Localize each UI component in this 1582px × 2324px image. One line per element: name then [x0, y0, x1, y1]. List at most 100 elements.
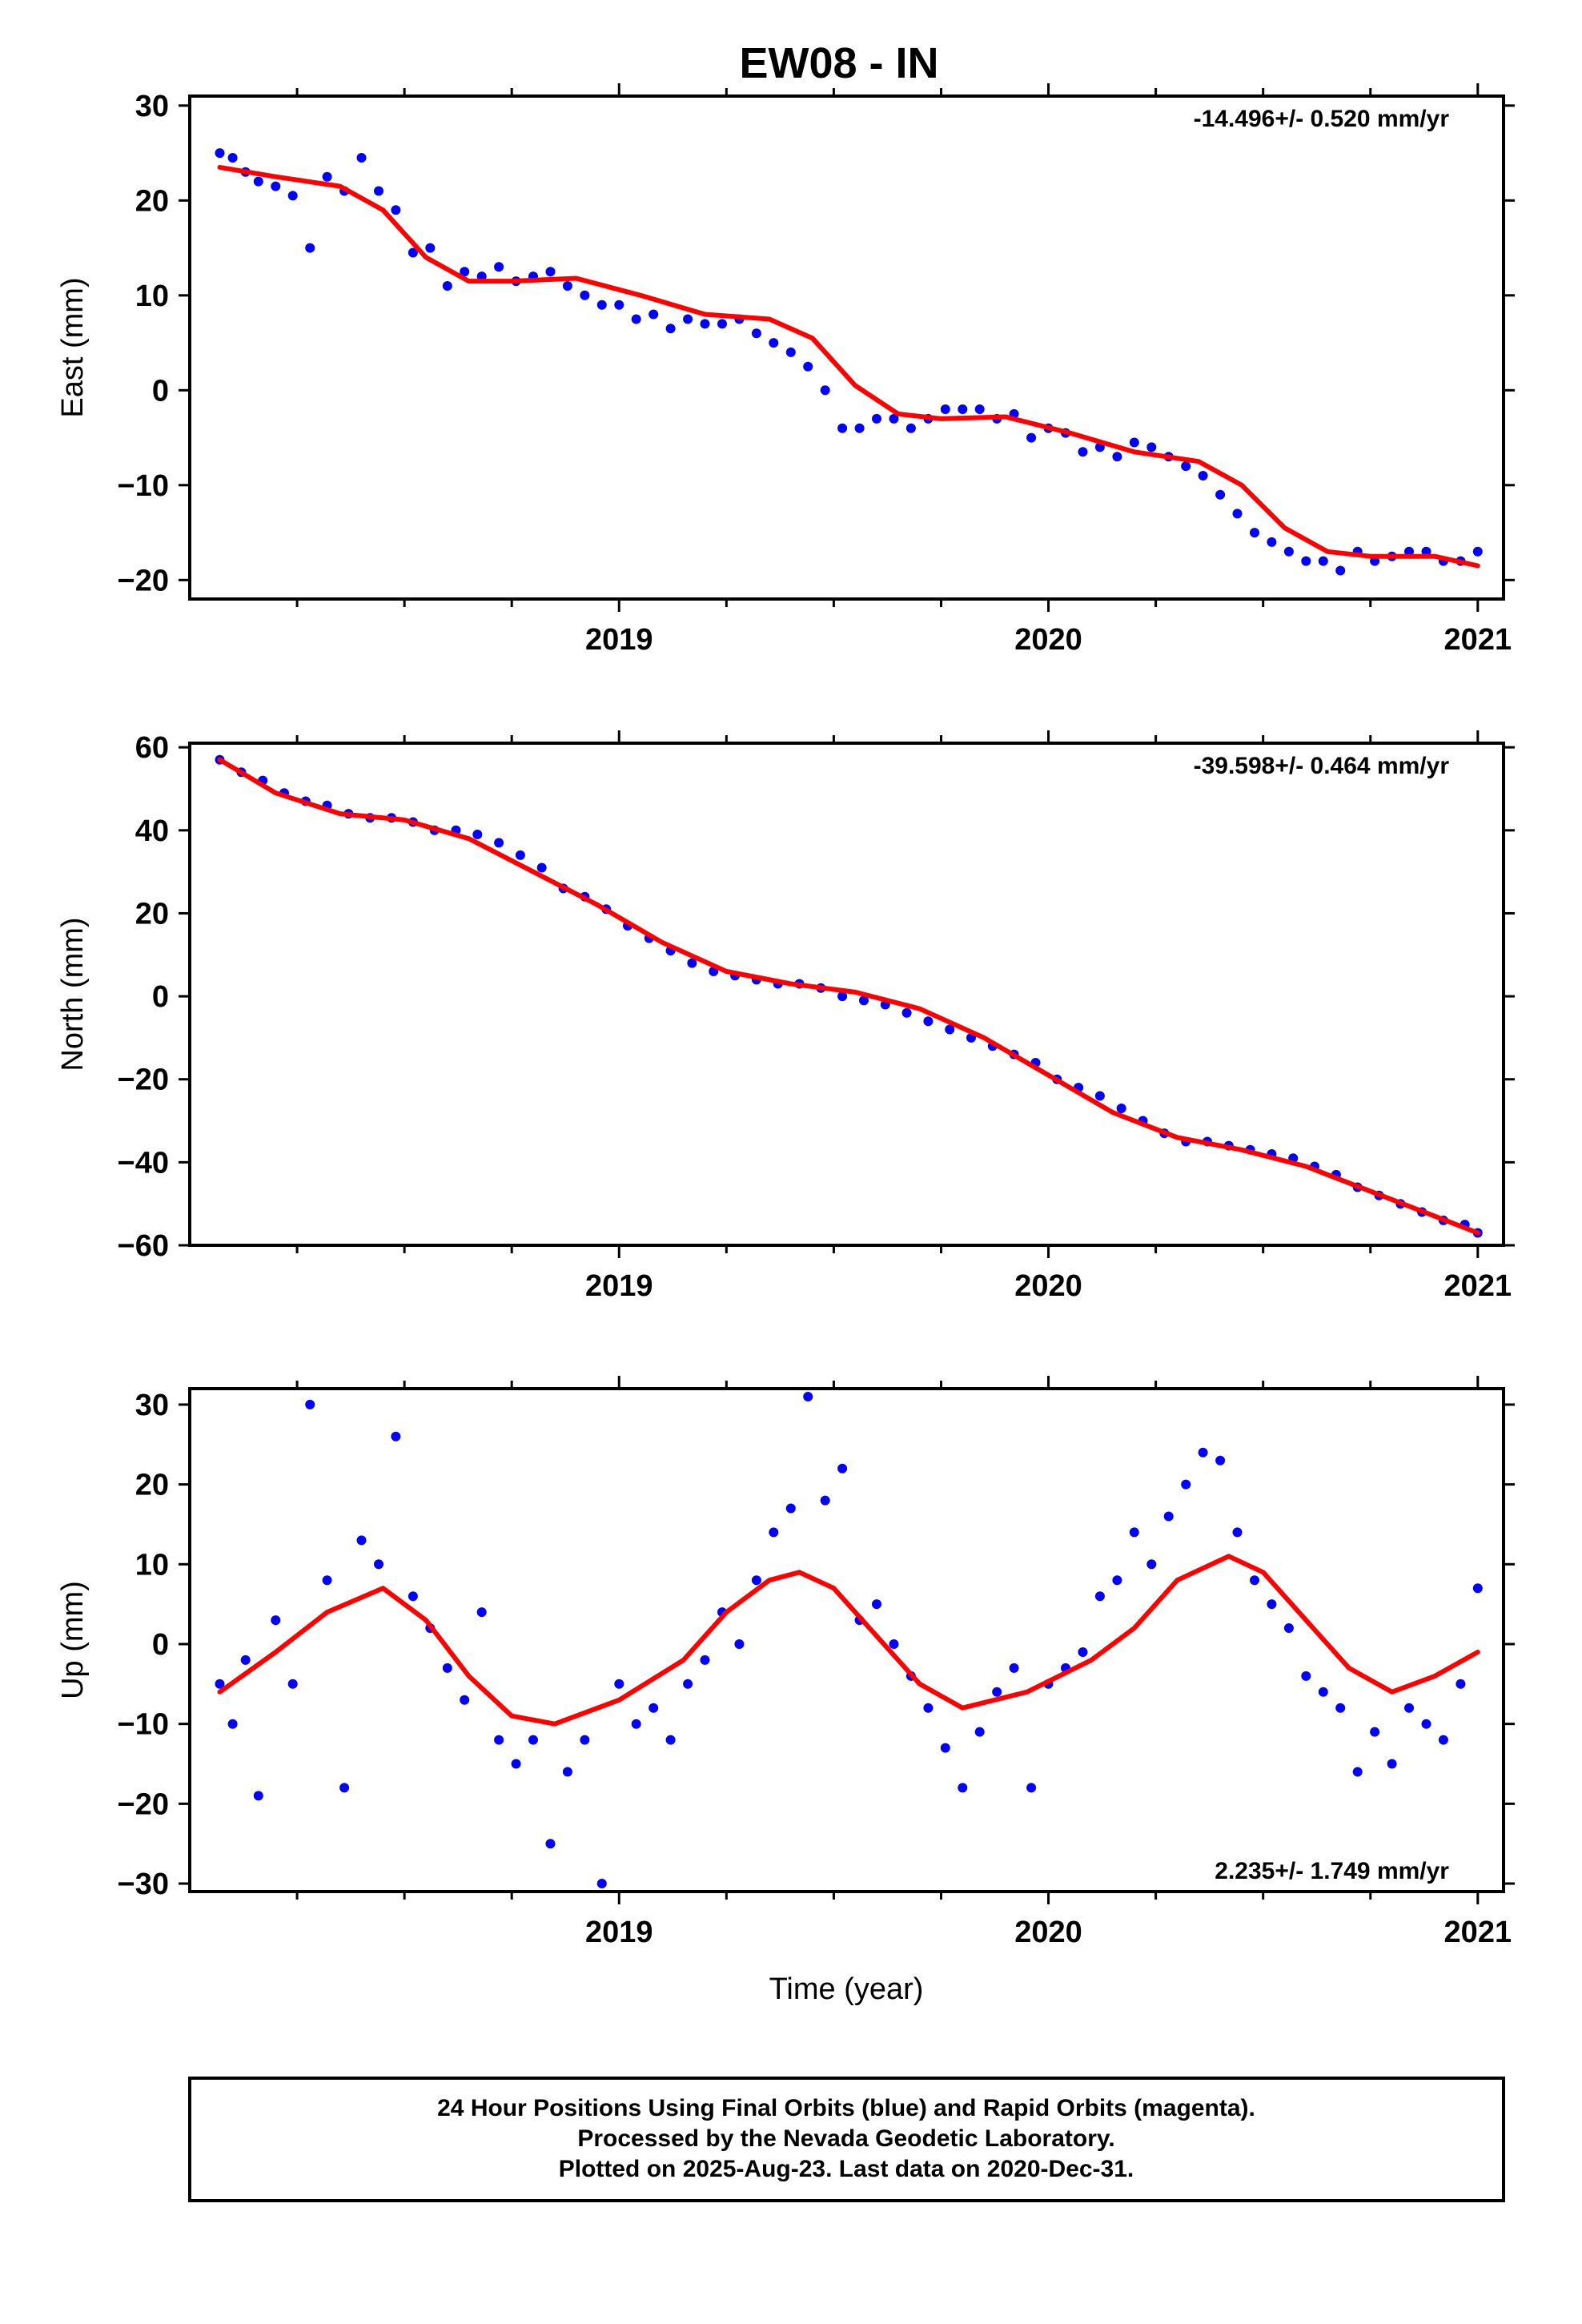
east-point	[1181, 461, 1191, 472]
up-point	[356, 1535, 367, 1546]
up-point	[322, 1575, 332, 1586]
east-point	[1198, 471, 1208, 480]
up-point	[1181, 1479, 1191, 1490]
up-point	[648, 1703, 659, 1713]
north-point	[901, 1007, 912, 1018]
up-point	[1198, 1447, 1208, 1458]
up-point	[1335, 1703, 1346, 1713]
north-point	[945, 1024, 955, 1035]
up-frame	[188, 1387, 1505, 1893]
up-point	[1301, 1671, 1311, 1681]
east-xtick-label: 2019	[585, 623, 653, 657]
up-point	[596, 1879, 607, 1888]
east-point	[287, 191, 298, 201]
up-ytick-label: −20	[118, 1787, 169, 1821]
east-point	[974, 404, 985, 414]
east-point	[889, 413, 899, 424]
east-point	[1301, 556, 1311, 566]
up-rate-text: 2.235+/- 1.749 mm/yr	[1215, 1858, 1449, 1884]
up-point	[271, 1615, 281, 1626]
up-point	[511, 1759, 521, 1769]
panel-east: −20 −10 0 10 20 30 2019 2020 2021 East (mm) -14.49…	[56, 83, 1515, 657]
east-xtick-label: 2021	[1444, 623, 1512, 657]
east-ytick-label: 20	[135, 184, 169, 218]
up-xtick-label: 2020	[1014, 1916, 1082, 1949]
east-point	[215, 148, 225, 159]
up-point	[1026, 1783, 1037, 1793]
x-axis-label: Time (year)	[769, 1972, 924, 2006]
up-point	[580, 1735, 590, 1745]
footer-box: 24 Hour Positions Using Final Orbits (bl…	[188, 2077, 1505, 2202]
up-point	[1163, 1511, 1174, 1522]
north-point	[515, 850, 525, 860]
up-point	[803, 1392, 813, 1401]
north-point	[536, 862, 547, 873]
up-point	[374, 1559, 383, 1570]
up-point	[1250, 1575, 1259, 1586]
up-fit-line	[217, 1554, 1480, 1727]
up-point	[1472, 1583, 1483, 1594]
east-data	[215, 148, 1483, 576]
north-ytick-label: 20	[135, 897, 169, 931]
east-ytick-label: −10	[118, 469, 169, 503]
east-point	[820, 385, 830, 396]
up-point	[958, 1783, 968, 1793]
up-point	[1456, 1679, 1466, 1689]
footer-line-2: Processed by the Nevada Geodetic Laborat…	[577, 2125, 1114, 2152]
east-point	[1472, 546, 1483, 557]
north-point	[494, 838, 504, 848]
east-point	[374, 186, 383, 196]
up-point	[631, 1719, 641, 1729]
north-point	[837, 991, 848, 1002]
east-point	[322, 171, 332, 182]
up-point	[476, 1607, 487, 1618]
east-point	[785, 347, 796, 357]
up-point	[494, 1735, 504, 1745]
up-point	[992, 1687, 1002, 1697]
up-point	[215, 1679, 225, 1689]
up-point	[391, 1431, 401, 1441]
up-point	[562, 1767, 572, 1777]
up-point	[1267, 1599, 1277, 1610]
up-point	[305, 1399, 315, 1409]
east-point	[227, 153, 238, 163]
north-data	[215, 754, 1483, 1238]
up-point	[1129, 1527, 1139, 1538]
up-point	[1094, 1591, 1105, 1602]
up-ytick-label: 30	[135, 1389, 169, 1422]
up-point	[1438, 1735, 1448, 1745]
north-point	[687, 958, 697, 968]
up-point	[940, 1743, 950, 1753]
footer-line-3: Plotted on 2025-Aug-23. Last data on 202…	[559, 2156, 1134, 2182]
panel-up: −30 −20 −10 0 10 20 30 2019 2020 2021 Up (mm) 2.235…	[56, 1376, 1515, 1949]
chart-title: EW08 - IN	[739, 39, 938, 87]
east-point	[1215, 489, 1226, 500]
east-point	[356, 153, 367, 163]
east-point	[408, 247, 418, 258]
east-point	[580, 290, 590, 300]
up-point	[545, 1839, 556, 1849]
east-point	[442, 281, 452, 291]
up-point	[923, 1703, 934, 1713]
east-point	[1026, 432, 1037, 443]
up-ytick-label: −30	[118, 1868, 169, 1901]
up-point	[1404, 1703, 1414, 1713]
up-point	[1318, 1687, 1328, 1697]
up-point	[442, 1663, 452, 1673]
east-point	[614, 300, 624, 310]
east-point	[596, 300, 607, 310]
up-data	[215, 1392, 1483, 1888]
up-ytick-label: 0	[152, 1628, 169, 1662]
east-point	[1129, 437, 1139, 448]
east-point	[631, 314, 641, 324]
up-ytick-label: 20	[135, 1469, 169, 1502]
up-ytick-label: −10	[118, 1708, 169, 1742]
north-xtick-label: 2021	[1444, 1269, 1512, 1303]
north-ytick-label: 0	[152, 980, 169, 1014]
east-point	[271, 181, 281, 191]
east-ytick-label: 0	[152, 374, 169, 408]
east-point	[769, 338, 779, 348]
up-point	[700, 1655, 710, 1665]
east-point	[1250, 528, 1259, 538]
east-point	[837, 423, 848, 433]
